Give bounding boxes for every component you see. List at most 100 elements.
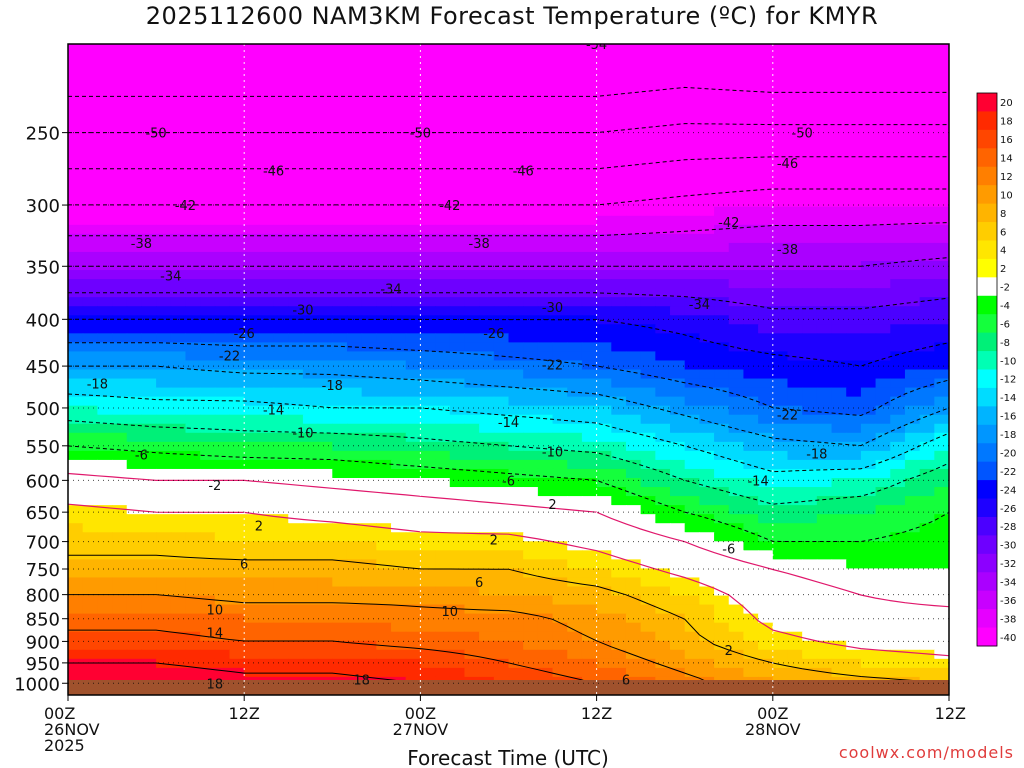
field-cell bbox=[302, 450, 319, 461]
field-cell bbox=[435, 98, 451, 108]
field-cell bbox=[802, 586, 818, 597]
field-cell bbox=[508, 270, 524, 280]
field-cell bbox=[919, 658, 935, 669]
field-cell bbox=[934, 270, 949, 280]
field-cell bbox=[141, 351, 157, 362]
field-cell bbox=[596, 53, 612, 63]
field-cell bbox=[82, 658, 98, 669]
field-cell bbox=[214, 405, 231, 416]
field-cell bbox=[552, 523, 568, 533]
field-cell bbox=[831, 532, 847, 542]
field-cell bbox=[273, 360, 289, 371]
field-cell bbox=[625, 324, 642, 334]
field-cell bbox=[185, 514, 201, 524]
field-cell bbox=[537, 559, 554, 570]
field-cell bbox=[904, 468, 921, 479]
field-cell bbox=[435, 179, 451, 190]
field-cell bbox=[904, 604, 921, 615]
field-cell bbox=[787, 179, 803, 190]
field-cell bbox=[361, 559, 377, 570]
field-cell bbox=[581, 116, 598, 126]
field-cell bbox=[875, 98, 891, 108]
field-cell bbox=[405, 270, 421, 280]
field-cell bbox=[934, 568, 949, 579]
field-cell bbox=[288, 577, 304, 588]
field-cell bbox=[170, 134, 187, 145]
field-cell bbox=[787, 107, 803, 117]
field-cell bbox=[126, 478, 143, 488]
field-cell bbox=[479, 432, 495, 443]
field-cell bbox=[258, 550, 275, 560]
field-cell bbox=[670, 667, 686, 678]
field-cell bbox=[684, 342, 700, 353]
field-cell bbox=[200, 306, 216, 316]
field-cell bbox=[934, 586, 949, 597]
field-cell bbox=[714, 251, 730, 262]
field-cell bbox=[200, 640, 216, 651]
field-cell bbox=[493, 315, 510, 325]
field-cell bbox=[126, 396, 143, 407]
field-cell bbox=[846, 134, 862, 145]
field-cell bbox=[537, 450, 554, 461]
field-cell bbox=[97, 62, 113, 72]
field-cell bbox=[435, 71, 451, 81]
field-cell bbox=[714, 351, 730, 362]
field-cell bbox=[391, 134, 407, 145]
field-cell bbox=[258, 468, 275, 479]
field-cell bbox=[581, 134, 598, 145]
field-cell bbox=[479, 261, 495, 271]
field-cell bbox=[302, 595, 319, 606]
field-cell bbox=[831, 369, 847, 380]
field-cell bbox=[200, 261, 216, 271]
field-cell bbox=[904, 405, 921, 416]
field-cell bbox=[787, 206, 803, 217]
field-cell bbox=[670, 423, 686, 434]
field-cell bbox=[449, 170, 466, 181]
field-cell bbox=[200, 405, 216, 416]
field-cell bbox=[361, 125, 377, 136]
field-cell bbox=[317, 478, 333, 488]
field-cell bbox=[758, 107, 774, 117]
field-cell bbox=[200, 468, 216, 479]
field-cell bbox=[552, 577, 568, 588]
field-cell bbox=[772, 658, 789, 669]
colorbar-frame bbox=[976, 92, 998, 647]
field-cell bbox=[508, 622, 524, 633]
field-cell bbox=[567, 279, 583, 289]
field-cell bbox=[214, 369, 231, 380]
field-cell bbox=[670, 324, 686, 334]
field-cell bbox=[420, 559, 436, 570]
field-cell bbox=[758, 541, 774, 551]
field-cell bbox=[787, 640, 803, 651]
field-cell bbox=[112, 62, 128, 72]
field-cell bbox=[435, 152, 451, 163]
field-cell bbox=[126, 487, 143, 497]
field-cell bbox=[508, 80, 524, 90]
field-cell bbox=[332, 622, 348, 633]
field-cell bbox=[728, 242, 745, 253]
field-cell bbox=[68, 559, 84, 570]
field-cell bbox=[332, 487, 348, 497]
field-cell bbox=[493, 233, 510, 244]
field-cell bbox=[112, 116, 128, 126]
field-cell bbox=[860, 297, 877, 307]
field-cell bbox=[537, 80, 554, 90]
field-cell bbox=[670, 604, 686, 615]
field-cell bbox=[346, 333, 363, 343]
field-cell bbox=[625, 333, 642, 343]
field-cell bbox=[684, 297, 700, 307]
field-cell bbox=[302, 478, 319, 488]
field-cell bbox=[449, 62, 466, 72]
field-cell bbox=[670, 468, 686, 479]
contour-labels: -54-50 -50 -50-46 -46 -46-42 -42-42-38 -38 -38-… bbox=[87, 44, 828, 692]
field-cell bbox=[875, 333, 891, 343]
field-cell bbox=[112, 649, 128, 660]
field-cell bbox=[596, 505, 612, 515]
field-cell bbox=[816, 351, 833, 362]
field-cell bbox=[640, 378, 656, 389]
field-cell bbox=[126, 44, 143, 54]
field-cell bbox=[479, 640, 495, 651]
field-cell bbox=[523, 152, 539, 163]
field-cell bbox=[361, 432, 377, 443]
field-cell bbox=[302, 441, 319, 452]
